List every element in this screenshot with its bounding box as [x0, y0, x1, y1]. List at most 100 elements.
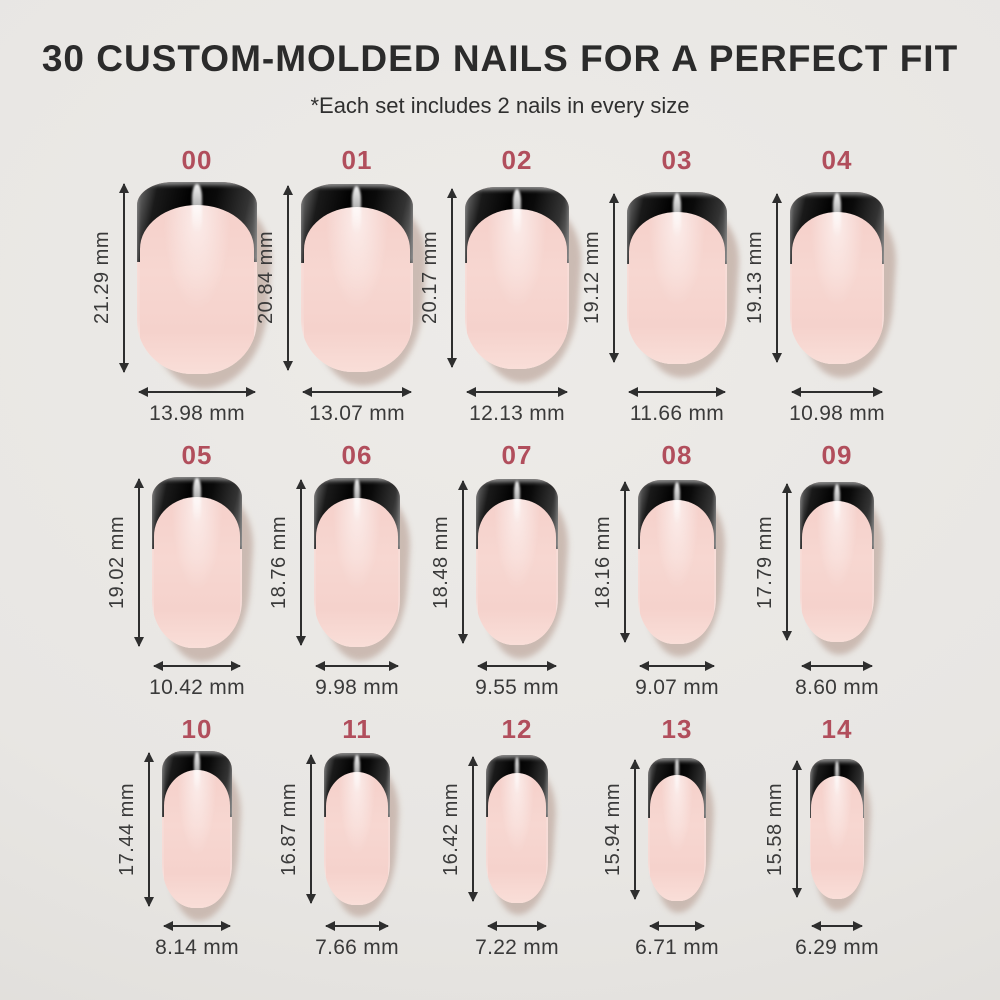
gloss-highlight-icon [352, 185, 362, 235]
size-number: 07 [501, 439, 533, 470]
height-label: 21.29 mm [90, 231, 113, 325]
width-arrow-icon [326, 924, 388, 927]
gloss-highlight-icon [834, 483, 840, 526]
gloss-highlight-icon [353, 479, 361, 524]
height-label: 18.76 mm [268, 515, 291, 609]
nail-size-cell: 05 19.02 mm 10.42 mm [106, 439, 277, 700]
size-number: 14 [821, 713, 853, 744]
gloss-highlight-icon [512, 188, 522, 237]
size-number: 13 [661, 713, 693, 744]
height-arrow-icon [450, 189, 453, 367]
nail-image: 17.79 mm [754, 482, 887, 658]
width-label: 13.98 mm [149, 401, 245, 425]
height-label: 16.87 mm [278, 782, 301, 876]
width-arrow-icon [154, 664, 240, 667]
width-label: 9.98 mm [315, 675, 399, 699]
gloss-highlight-icon [354, 754, 360, 795]
nail-size-cell: 02 20.17 mm 12.13 mm [419, 145, 597, 426]
nail-size-cell: 06 18.76 mm 9.98 mm [268, 439, 437, 700]
nail-body [800, 482, 874, 643]
nail-image: 19.02 mm [106, 476, 257, 665]
width-arrow-icon [811, 924, 863, 927]
height-measure: 18.16 mm [592, 482, 626, 642]
height-label: 17.44 mm [116, 782, 138, 876]
nail-image: 18.16 mm [592, 480, 730, 660]
nail-image: 15.94 mm [602, 757, 717, 915]
height-arrow-icon [461, 481, 464, 644]
width-arrow-icon [650, 924, 704, 927]
size-number: 06 [341, 439, 373, 470]
nail-image: 15.58 mm [764, 759, 875, 913]
height-measure: 15.94 mm [602, 759, 637, 899]
nail-image: 18.76 mm [268, 477, 415, 663]
nail-size-cell: 04 19.13 mm 10.98 mm [744, 145, 917, 426]
width-arrow-icon [316, 664, 398, 667]
height-label: 16.42 mm [439, 782, 462, 876]
height-measure: 20.17 mm [419, 189, 453, 367]
size-number: 10 [181, 713, 213, 744]
height-arrow-icon [300, 479, 303, 645]
height-label: 20.17 mm [418, 231, 441, 325]
height-arrow-icon [286, 186, 289, 370]
nail-zone: 18.76 mm [268, 477, 415, 663]
width-arrow-icon [477, 664, 557, 667]
nail-size-cell: 13 15.94 mm 6.71 mm [597, 714, 757, 960]
nail-zone: 16.87 mm [278, 751, 402, 920]
gloss-highlight-icon [674, 758, 680, 797]
nail-zone: 15.94 mm [602, 751, 717, 915]
nail-image: 19.12 mm [581, 191, 744, 381]
gloss-highlight-icon [514, 756, 520, 796]
size-grid: 00 21.29 mm 13.98 mm 01 [0, 145, 1000, 960]
nail-zone: 17.79 mm [754, 477, 887, 658]
width-label: 10.98 mm [789, 401, 885, 425]
width-label: 6.29 mm [795, 935, 879, 959]
gloss-highlight-icon [193, 478, 201, 523]
nail-size-cell: 10 17.44 mm 8.14 mm [116, 713, 277, 960]
nail-image: 16.42 mm [440, 755, 560, 917]
nail-image: 20.84 mm [255, 184, 431, 391]
nail-body [314, 477, 400, 647]
height-measure: 19.12 mm [581, 193, 615, 362]
height-arrow-icon [634, 759, 637, 899]
nail-body [324, 753, 390, 906]
size-number: 05 [181, 439, 213, 470]
nail-body [809, 759, 865, 900]
nail-zone: 20.84 mm [255, 182, 431, 391]
size-number: 02 [501, 145, 533, 175]
nail-body [152, 476, 242, 648]
nail-body [789, 191, 885, 364]
size-number: 03 [661, 145, 693, 175]
nail-size-cell: 08 18.16 mm 9.07 mm [592, 439, 757, 700]
height-measure: 19.13 mm [744, 193, 778, 362]
size-row: 00 21.29 mm 13.98 mm 01 [34, 145, 1000, 426]
size-number: 09 [821, 439, 853, 470]
width-label: 8.60 mm [795, 675, 879, 699]
height-label: 18.16 mm [592, 515, 614, 609]
width-label: 7.22 mm [475, 935, 559, 959]
height-measure: 15.58 mm [764, 761, 798, 898]
height-label: 15.94 mm [602, 782, 625, 876]
height-measure: 18.48 mm [430, 481, 464, 644]
width-arrow-icon [640, 664, 714, 667]
nail-size-cell: 11 16.87 mm 7.66 mm [277, 714, 437, 960]
height-measure: 18.76 mm [268, 479, 303, 645]
height-measure: 16.87 mm [278, 755, 313, 904]
nail-body [638, 480, 716, 644]
nail-zone: 19.02 mm [106, 476, 257, 665]
size-number: 08 [661, 439, 693, 470]
nail-size-cell: 14 15.58 mm 6.29 mm [757, 714, 917, 960]
width-label: 13.07 mm [309, 401, 405, 425]
nail-zone: 20.17 mm [419, 182, 586, 387]
nail-size-cell: 00 21.29 mm 13.98 mm [91, 145, 277, 426]
nail-size-cell: 07 18.48 mm 9.55 mm [430, 439, 597, 700]
nail-image: 21.29 mm [91, 182, 276, 393]
height-measure: 20.84 mm [255, 186, 289, 370]
width-arrow-icon [466, 390, 568, 393]
nail-body [475, 479, 559, 646]
height-arrow-icon [795, 761, 798, 898]
nail-body [648, 757, 706, 901]
gloss-highlight-icon [833, 193, 841, 239]
height-arrow-icon [786, 484, 789, 641]
width-label: 6.71 mm [635, 935, 719, 959]
nail-zone: 19.13 mm [744, 182, 900, 381]
